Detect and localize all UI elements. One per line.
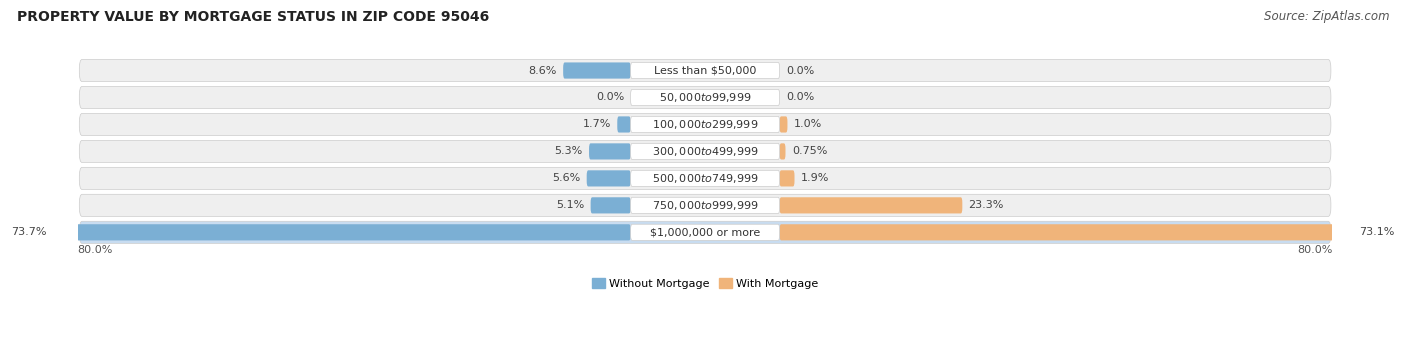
- Text: 5.6%: 5.6%: [553, 173, 581, 183]
- FancyBboxPatch shape: [564, 63, 631, 79]
- Text: 8.6%: 8.6%: [529, 66, 557, 75]
- Text: PROPERTY VALUE BY MORTGAGE STATUS IN ZIP CODE 95046: PROPERTY VALUE BY MORTGAGE STATUS IN ZIP…: [17, 10, 489, 24]
- FancyBboxPatch shape: [79, 86, 1331, 108]
- FancyBboxPatch shape: [631, 170, 779, 186]
- Text: 23.3%: 23.3%: [969, 200, 1004, 210]
- FancyBboxPatch shape: [779, 170, 794, 186]
- FancyBboxPatch shape: [779, 116, 787, 133]
- Text: $1,000,000 or more: $1,000,000 or more: [650, 227, 761, 237]
- FancyBboxPatch shape: [631, 89, 779, 106]
- FancyBboxPatch shape: [779, 197, 962, 214]
- Text: $300,000 to $499,999: $300,000 to $499,999: [652, 145, 758, 158]
- FancyBboxPatch shape: [79, 140, 1331, 163]
- FancyBboxPatch shape: [586, 170, 631, 186]
- Legend: Without Mortgage, With Mortgage: Without Mortgage, With Mortgage: [588, 274, 823, 293]
- Text: $750,000 to $999,999: $750,000 to $999,999: [652, 199, 758, 212]
- FancyBboxPatch shape: [631, 197, 779, 214]
- Text: 73.1%: 73.1%: [1360, 227, 1395, 237]
- FancyBboxPatch shape: [617, 116, 631, 133]
- FancyBboxPatch shape: [631, 143, 779, 159]
- Text: 1.7%: 1.7%: [582, 119, 612, 130]
- Text: 5.1%: 5.1%: [557, 200, 585, 210]
- FancyBboxPatch shape: [79, 59, 1331, 82]
- Text: 73.7%: 73.7%: [11, 227, 46, 237]
- Text: 1.9%: 1.9%: [801, 173, 830, 183]
- Text: 5.3%: 5.3%: [554, 147, 582, 156]
- Text: $50,000 to $99,999: $50,000 to $99,999: [659, 91, 751, 104]
- FancyBboxPatch shape: [591, 197, 631, 214]
- FancyBboxPatch shape: [79, 114, 1331, 136]
- FancyBboxPatch shape: [79, 194, 1331, 217]
- Text: $100,000 to $299,999: $100,000 to $299,999: [652, 118, 758, 131]
- Text: 80.0%: 80.0%: [77, 245, 112, 255]
- Text: 80.0%: 80.0%: [1298, 245, 1333, 255]
- FancyBboxPatch shape: [779, 143, 786, 159]
- FancyBboxPatch shape: [52, 224, 631, 240]
- FancyBboxPatch shape: [589, 143, 631, 159]
- FancyBboxPatch shape: [631, 63, 779, 79]
- Text: 0.0%: 0.0%: [786, 66, 814, 75]
- Text: 0.0%: 0.0%: [786, 92, 814, 102]
- FancyBboxPatch shape: [631, 116, 779, 133]
- Text: $500,000 to $749,999: $500,000 to $749,999: [652, 172, 758, 185]
- FancyBboxPatch shape: [779, 224, 1353, 240]
- FancyBboxPatch shape: [631, 224, 779, 240]
- Text: 0.75%: 0.75%: [792, 147, 827, 156]
- Text: 0.0%: 0.0%: [596, 92, 624, 102]
- Text: Less than $50,000: Less than $50,000: [654, 66, 756, 75]
- Text: Source: ZipAtlas.com: Source: ZipAtlas.com: [1264, 10, 1389, 23]
- FancyBboxPatch shape: [79, 221, 1331, 243]
- Text: 1.0%: 1.0%: [794, 119, 823, 130]
- FancyBboxPatch shape: [79, 167, 1331, 189]
